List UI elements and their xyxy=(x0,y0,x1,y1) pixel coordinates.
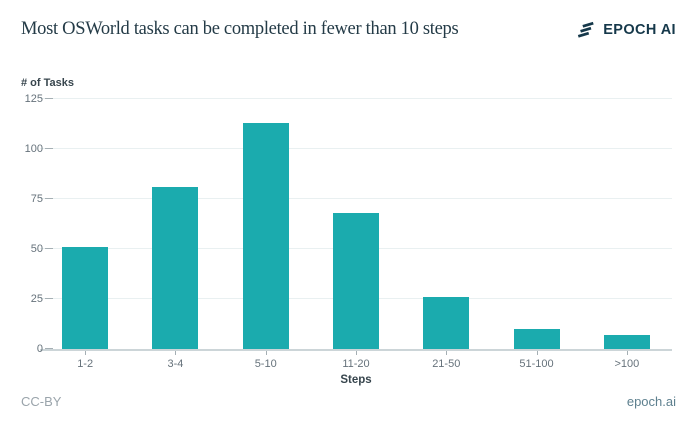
bar-slot-5-10: 5-10 xyxy=(221,99,311,370)
gridline xyxy=(40,148,672,149)
epoch-site-link[interactable]: epoch.ai xyxy=(626,394,676,409)
bar-1-2 xyxy=(62,247,109,349)
bar-slot-51-100: 51-100 xyxy=(491,99,581,370)
x-axis-tick-label: 5-10 xyxy=(254,358,277,370)
x-axis-tick-mark xyxy=(626,351,628,355)
y-axis-tick-label: 75 xyxy=(30,193,43,205)
x-axis-tick-label: 11-20 xyxy=(342,358,370,370)
bar->100 xyxy=(603,335,650,349)
bar-slot-1-2: 1-2 xyxy=(40,99,130,370)
x-axis-tick-label: >100 xyxy=(614,358,640,370)
y-axis-tick-label: 125 xyxy=(24,93,43,105)
plot-area: 0 25 50 75 100 125 1-2 3-4 5-10 11-20 21-50 51-100 >… xyxy=(25,93,672,370)
epoch-ai-logo-text: EPOCH AI xyxy=(603,22,676,38)
x-axis-tick-label: 1-2 xyxy=(77,358,94,370)
gridline xyxy=(40,98,672,99)
license-label: CC-BY xyxy=(21,394,62,409)
x-axis-tick-label: 3-4 xyxy=(167,358,184,370)
footer: CC-BY epoch.ai xyxy=(21,394,676,409)
header: Most OSWorld tasks can be completed in f… xyxy=(21,19,676,40)
x-axis-tick-label: 51-100 xyxy=(519,358,554,370)
bar-11-20 xyxy=(332,213,379,349)
x-axis-tick-mark xyxy=(85,351,87,355)
chart-title: Most OSWorld tasks can be completed in f… xyxy=(21,19,459,39)
bar-slot->100: >100 xyxy=(582,99,672,370)
bar-51-100 xyxy=(513,329,560,349)
y-axis-tick-mark xyxy=(45,198,53,199)
x-axis-tick-label: 21-50 xyxy=(432,358,461,370)
y-axis-tick-label: 50 xyxy=(30,243,43,255)
y-axis-tick-label: 100 xyxy=(24,143,43,155)
x-axis-tick-mark xyxy=(446,351,448,355)
y-axis-tick-label: 25 xyxy=(30,293,43,305)
epoch-ai-logo-icon xyxy=(578,21,594,38)
x-axis-tick-mark xyxy=(536,351,538,355)
x-axis-tick-mark xyxy=(355,351,357,355)
bar-slot-21-50: 21-50 xyxy=(401,99,491,370)
bar-5-10 xyxy=(242,123,289,349)
y-axis-tick-mark xyxy=(45,298,53,299)
bar-slot-11-20: 11-20 xyxy=(311,99,401,370)
x-axis-tick-mark xyxy=(265,351,267,355)
bars-container: 1-2 3-4 5-10 11-20 21-50 51-100 >100 xyxy=(40,99,672,370)
y-axis-tick-label: 0 xyxy=(36,343,43,355)
bar-21-50 xyxy=(423,297,470,349)
x-axis-tick-mark xyxy=(175,351,177,355)
bar-slot-3-4: 3-4 xyxy=(130,99,220,370)
bar-3-4 xyxy=(152,187,199,349)
y-axis-tick-mark xyxy=(45,248,53,249)
y-axis-title: # of Tasks xyxy=(21,77,74,89)
y-axis-tick-mark xyxy=(45,348,53,349)
gridline xyxy=(40,198,672,199)
y-axis-tick-mark xyxy=(45,148,53,149)
x-axis-title: Steps xyxy=(340,374,372,386)
y-axis-tick-mark xyxy=(45,98,53,99)
epoch-ai-logo: EPOCH AI xyxy=(576,20,676,40)
